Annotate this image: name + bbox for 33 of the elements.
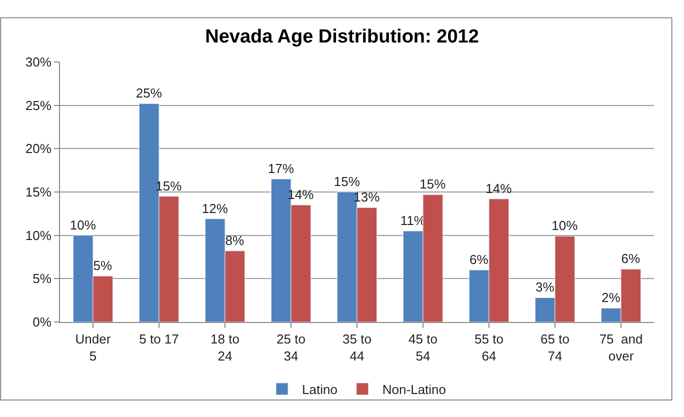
legend-label: Latino — [302, 382, 338, 398]
data-label: 10% — [70, 217, 96, 232]
data-label: 15% — [420, 176, 446, 192]
x-tick-label: 5 to 17 — [139, 332, 179, 347]
data-label: 17% — [268, 161, 294, 176]
x-tick-label: 35 to 44 — [342, 332, 372, 364]
y-tick-label: 10% — [25, 228, 52, 243]
chart-title: Nevada Age Distribution: 2012 — [205, 26, 479, 48]
data-label: 8% — [225, 232, 245, 248]
y-tick-label: 25% — [25, 98, 52, 113]
data-label: 6% — [469, 252, 489, 267]
legend-label: Non-Latino — [382, 382, 446, 398]
data-label: 6% — [621, 251, 641, 266]
x-tick-label: 18 to 24 — [210, 332, 240, 364]
data-label: 15% — [334, 174, 360, 189]
x-tick-label: Under 5 — [75, 332, 112, 364]
y-tick-label: 5% — [32, 271, 52, 286]
x-tick-label: 65 to 74 — [540, 332, 570, 364]
x-tick-label: 45 to 54 — [408, 332, 438, 364]
x-tick-label: 75 and over — [599, 332, 643, 364]
y-tick-label: 20% — [25, 141, 52, 156]
data-label: 10% — [552, 218, 578, 234]
y-tick-label: 0% — [32, 314, 52, 330]
y-tick-label: 30% — [25, 54, 52, 70]
data-label: 3% — [535, 280, 555, 295]
x-tick-label: 25 to 34 — [276, 332, 306, 364]
y-tick-label: 15% — [25, 184, 52, 200]
data-label: 2% — [601, 290, 621, 306]
data-label: 12% — [202, 200, 228, 216]
data-label: 25% — [136, 86, 162, 101]
data-label: 5% — [93, 258, 113, 274]
data-label: 14% — [486, 180, 512, 196]
x-tick-label: 55 to 64 — [474, 332, 504, 364]
